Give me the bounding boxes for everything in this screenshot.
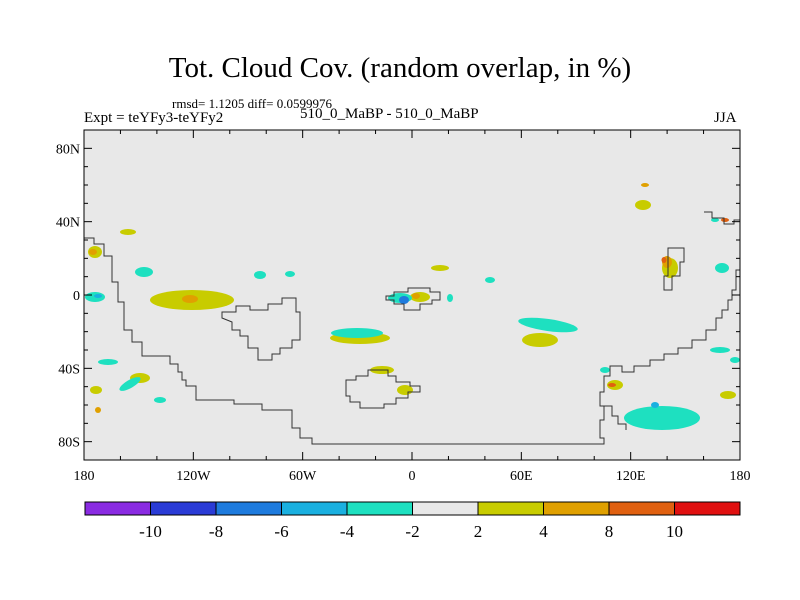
anomaly-patch <box>485 277 495 283</box>
colorbar-label: 2 <box>474 522 483 541</box>
coastline-asia-island <box>663 247 685 291</box>
lat-tick-label: 40N <box>56 216 80 231</box>
anomaly-patch <box>641 183 649 187</box>
lat-tick-label: 0 <box>73 289 80 304</box>
lon-tick-label: 120E <box>616 469 646 484</box>
anomaly-patch <box>94 294 102 298</box>
colorbar-box <box>281 501 348 516</box>
anomaly-patch <box>95 407 101 413</box>
anomaly-patch <box>651 402 659 408</box>
anomaly-patch <box>119 377 141 391</box>
colorbar-label: 10 <box>666 522 683 541</box>
anomaly-patch <box>120 229 136 235</box>
anomaly-patch <box>661 257 667 263</box>
anomaly-patch <box>720 391 736 399</box>
colorbar-box <box>84 501 151 516</box>
coastline-south-america <box>221 297 301 361</box>
lon-tick-label: 0 <box>409 469 416 484</box>
anomaly-patch <box>431 265 449 271</box>
lon-tick-label: 180 <box>74 469 95 484</box>
anomaly-patch <box>89 249 97 255</box>
lon-tick-labels: 180 120W 60W 0 60E 120E 180 <box>74 469 751 484</box>
anomaly-patch <box>711 218 719 222</box>
colorbar-labels: -10 -8 -6 -4 -2 2 4 8 10 <box>139 522 683 541</box>
anomaly-patch <box>600 367 610 373</box>
coastline-africa-south <box>345 369 421 409</box>
case-label: 510_0_MaBP - 510_0_MaBP <box>300 106 479 122</box>
anomaly-patch <box>518 317 578 333</box>
lon-tick-label: 180 <box>730 469 751 484</box>
anomaly-patch <box>715 263 729 273</box>
colorbar-box <box>215 501 282 516</box>
anomaly-patch <box>522 333 558 347</box>
colorbar-box <box>150 501 217 516</box>
season-label: JJA <box>714 110 737 126</box>
colorbar-label: -4 <box>340 522 355 541</box>
anomaly-patch <box>98 359 118 365</box>
lat-tick-label: 80N <box>56 142 80 157</box>
anomaly-patches <box>85 183 740 430</box>
anomaly-patch <box>285 271 295 277</box>
anomaly-patch <box>624 406 700 430</box>
colorbar-box <box>608 501 675 516</box>
anomaly-patch <box>182 295 198 303</box>
colorbar-label: -8 <box>209 522 223 541</box>
anomaly-patch <box>412 293 420 299</box>
coastline-africa-north <box>385 287 441 311</box>
colorbar-box <box>674 501 741 516</box>
colorbar-box <box>543 501 610 516</box>
coastline-south-rim <box>604 405 627 430</box>
experiment-label: Expt = teYFy3-teYFy2 <box>84 110 224 126</box>
coastlines <box>84 211 741 445</box>
colorbar-label: 8 <box>605 522 614 541</box>
anomaly-patch <box>710 347 730 353</box>
colorbar-box <box>346 501 413 516</box>
anomaly-patch <box>90 386 102 394</box>
colorbar <box>84 501 741 516</box>
lon-tick-label: 60W <box>289 469 317 484</box>
anomaly-patch <box>608 383 616 387</box>
lat-tick-label: 40S <box>58 362 80 377</box>
colorbar-box <box>412 501 479 516</box>
coastline-continental-rim <box>84 237 741 445</box>
colorbar-label: 4 <box>539 522 548 541</box>
lon-tick-label: 60E <box>510 469 533 484</box>
lon-tick-label: 120W <box>176 469 211 484</box>
colorbar-label: -6 <box>274 522 288 541</box>
anomaly-patch <box>254 271 266 279</box>
colorbar-label: -2 <box>405 522 419 541</box>
anomaly-patch <box>154 397 166 403</box>
anomaly-patch <box>447 294 453 302</box>
anomaly-patch <box>721 218 729 222</box>
anomaly-patch <box>399 296 409 304</box>
anomaly-patch <box>635 200 651 210</box>
anomaly-patch <box>331 328 383 338</box>
lat-tick-labels: 80N 40N 0 40S 80S <box>56 142 80 450</box>
colorbar-label: -10 <box>139 522 162 541</box>
coastline-asia-northeast <box>704 211 740 225</box>
rmsd-diff-stats: rmsd= 1.1205 diff= 0.0599976 <box>172 96 332 111</box>
colorbar-box <box>477 501 544 516</box>
anomaly-patch <box>135 267 153 277</box>
tick-marks <box>83 129 741 461</box>
anomaly-patch <box>730 357 740 363</box>
plot-title: Tot. Cloud Cov. (random overlap, in %) <box>168 52 632 84</box>
lat-tick-label: 80S <box>58 436 80 451</box>
